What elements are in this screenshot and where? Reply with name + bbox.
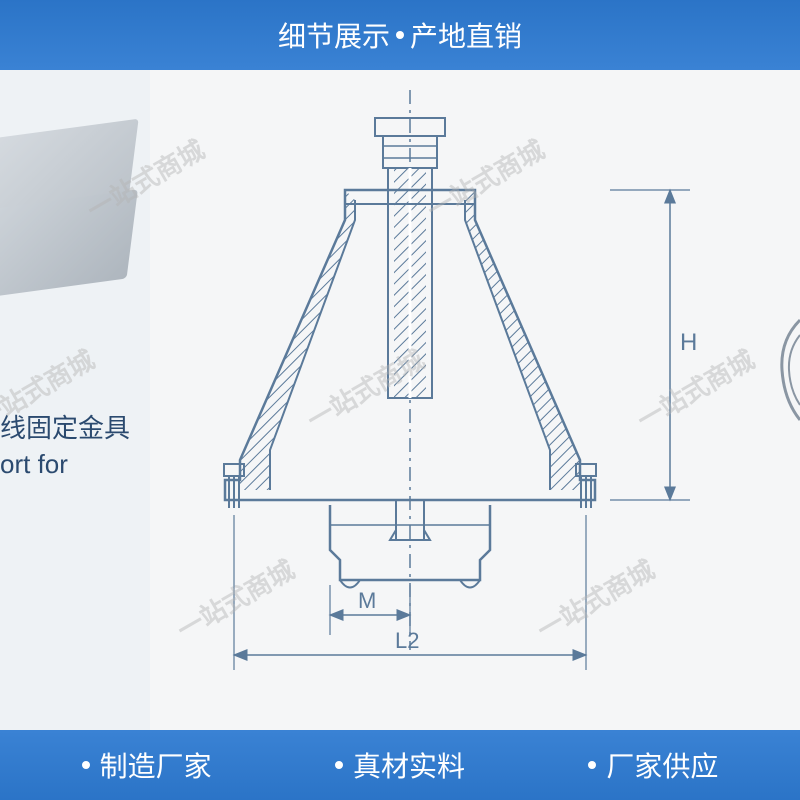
bottom-item-2: 真材实料: [335, 745, 465, 785]
bottom-label-1: 制造厂家: [100, 745, 212, 785]
bottom-label-3: 厂家供应: [606, 745, 718, 785]
technical-diagram: H M L2: [180, 90, 700, 710]
left-caption-line1: 线固定金具: [0, 410, 130, 446]
bottom-item-3: 厂家供应: [588, 745, 718, 785]
bottom-banner: 制造厂家 真材实料 厂家供应: [0, 730, 800, 800]
render-shape-lower: [0, 189, 138, 300]
content-area: 线固定金具 ort for: [0, 70, 800, 730]
bullet-dot-icon: [588, 761, 596, 769]
dim-m-label: M: [358, 588, 376, 613]
left-panel: 线固定金具 ort for: [0, 70, 150, 730]
dim-l2-label: L2: [395, 628, 419, 653]
product-render: [0, 110, 140, 330]
bullet-dot-icon: [335, 761, 343, 769]
left-caption: 线固定金具 ort for: [0, 410, 130, 483]
top-banner-left: 细节展示: [278, 15, 390, 55]
top-banner-right: 产地直销: [410, 15, 522, 55]
diagram-svg: H M L2: [180, 90, 700, 710]
right-edge-fragment: [770, 310, 800, 430]
bottom-label-2: 真材实料: [353, 745, 465, 785]
separator-dot-icon: [396, 31, 404, 39]
top-banner: 细节展示 产地直销: [0, 0, 800, 70]
bullet-dot-icon: [82, 761, 90, 769]
bottom-item-1: 制造厂家: [82, 745, 212, 785]
left-caption-line2: ort for: [0, 446, 130, 482]
dim-h-label: H: [680, 329, 697, 356]
